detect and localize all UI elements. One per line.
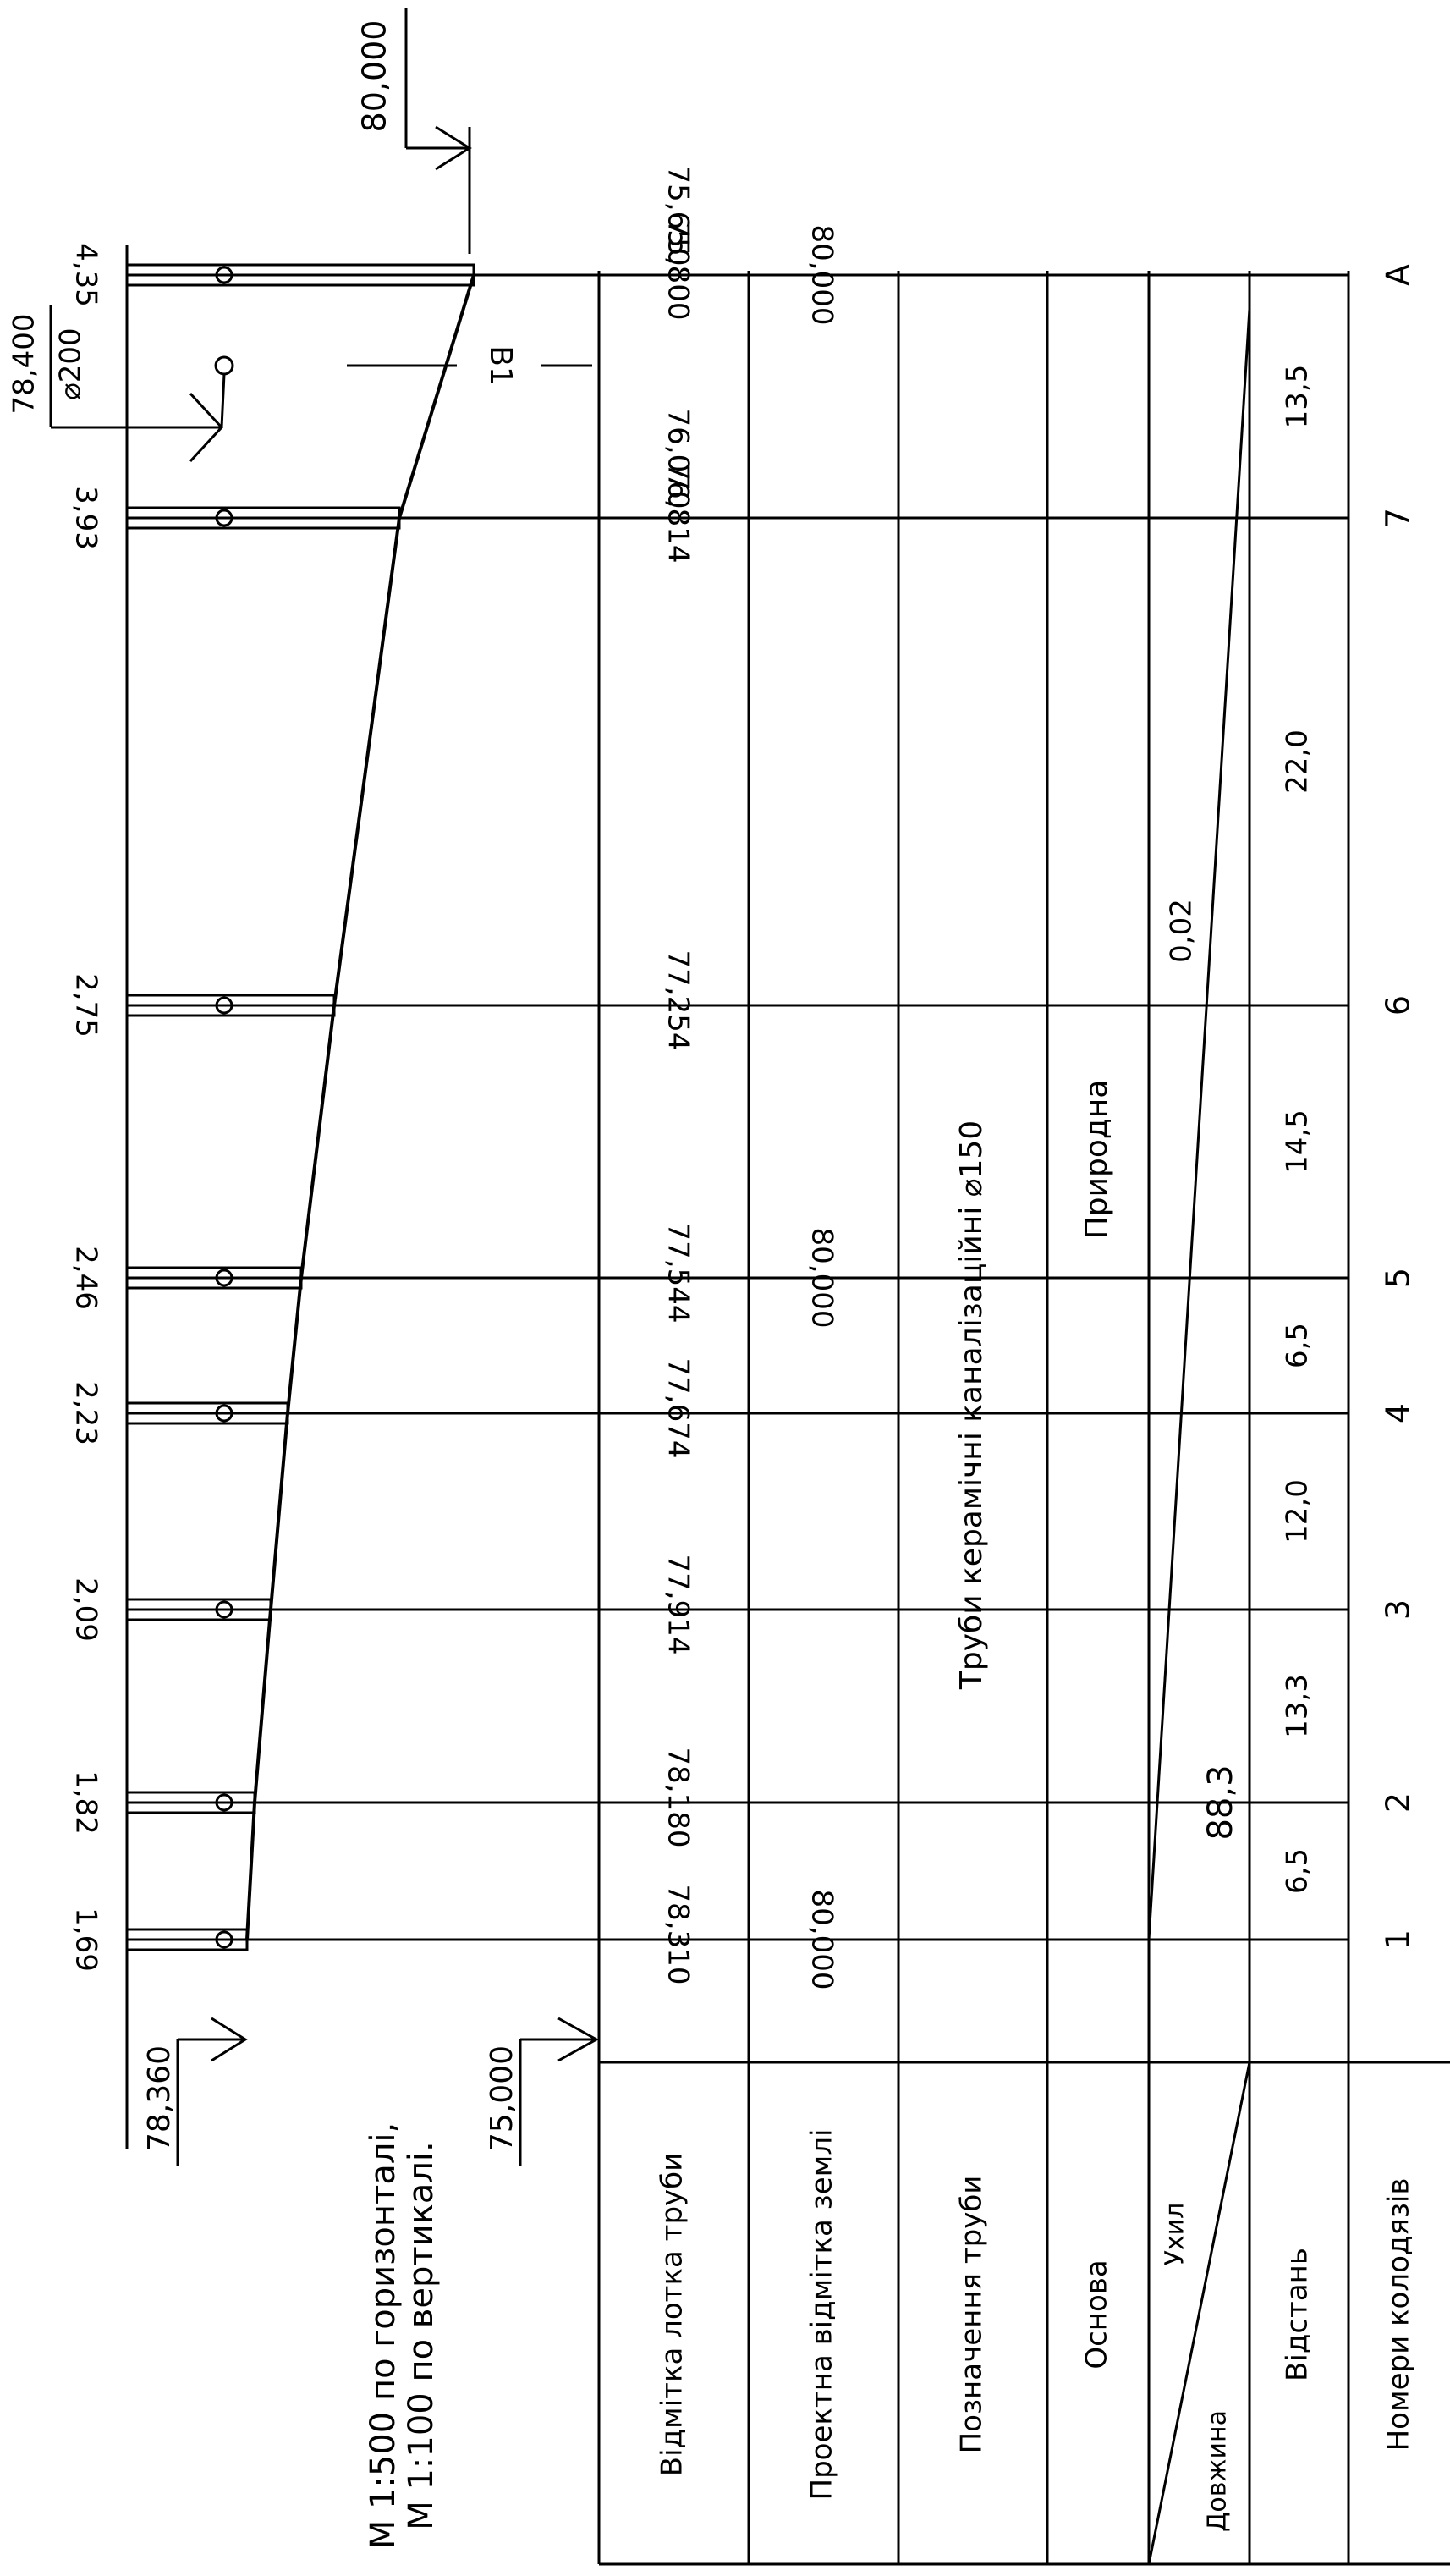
slope-length-header-diagonal — [1147, 2061, 1251, 2565]
depth-label-А: 4,35 — [69, 243, 103, 307]
row-header-invert: Відмітка лотка труби — [656, 2153, 689, 2476]
row-header-length: Довжина — [1203, 2410, 1233, 2532]
pipe-invert-segment-2 — [253, 1609, 272, 1803]
length-value-text: 88,3 — [1201, 1764, 1240, 1840]
manhole-marker-А — [215, 266, 233, 284]
manhole-3 — [125, 1598, 272, 1621]
invert-label-4: 77,674 — [662, 1358, 695, 1459]
row-header-distance: Відстань — [1281, 2248, 1315, 2381]
inlet-diameter-text: ⌀200 — [54, 328, 88, 399]
well-number-3: 3 — [1380, 1599, 1417, 1620]
manhole-marker-7 — [215, 509, 233, 527]
manhole-marker-6 — [215, 996, 233, 1015]
inlet-pointer — [220, 373, 226, 428]
manhole-1 — [125, 1928, 249, 1951]
well-number-2: 2 — [1380, 1792, 1417, 1813]
depth-label-1: 1,69 — [69, 1907, 103, 1972]
distance-label-3: 12,0 — [1281, 1479, 1315, 1544]
distance-label-2: 13,3 — [1281, 1674, 1315, 1738]
invert-label-3: 77,914 — [662, 1555, 695, 1655]
manhole-marker-1 — [215, 1930, 233, 1949]
well-number-4: 4 — [1380, 1403, 1417, 1423]
row-header-ground: Проектна відмітка землі — [805, 2129, 839, 2501]
invert-label-6: 77,254 — [662, 950, 695, 1051]
pipe-invert-segment-6 — [332, 517, 401, 1006]
bottom-datum-right-text: 75,000 — [485, 2045, 519, 2152]
well-number-7: 7 — [1380, 508, 1417, 528]
manhole-А — [125, 263, 475, 287]
invert-label-5: 77,544 — [662, 1223, 695, 1324]
manhole-5 — [125, 1266, 303, 1290]
scale-text-2: М 1:100 по вертикалі. — [402, 2141, 441, 2530]
pipe-invert-segment-4 — [286, 1277, 303, 1414]
well-number-6: 6 — [1380, 995, 1417, 1016]
invert-label-А: 75,800 — [662, 220, 695, 321]
row-header-slope: Ухил — [1161, 2203, 1190, 2266]
distance-label-7: 13,5 — [1281, 365, 1315, 429]
manhole-2 — [125, 1791, 256, 1814]
distance-label-6: 22,0 — [1281, 729, 1315, 794]
invert-label-1: 78,310 — [662, 1885, 695, 1985]
depth-label-5: 2,46 — [69, 1246, 103, 1310]
manhole-marker-3 — [215, 1600, 233, 1619]
scale-text-1: М 1:500 по горизонталі, — [364, 2122, 403, 2550]
well-number-А: А — [1380, 264, 1417, 286]
distance-label-1: 6,5 — [1281, 1848, 1315, 1894]
inlet-level-text: 78,400 — [8, 314, 41, 415]
pipe-invert-segment-3 — [269, 1412, 289, 1610]
slope-diagonal — [1147, 308, 1251, 1940]
inlet-circle — [214, 355, 234, 376]
depth-label-7: 3,93 — [69, 486, 103, 550]
ground-label-5: 80,000 — [805, 1228, 839, 1329]
bottom-datum-left-text: 78,360 — [142, 2045, 177, 2152]
well-number-1: 1 — [1380, 1929, 1417, 1950]
invert-upper-label-А: 75,650 — [662, 166, 695, 267]
ground-label-А: 80,000 — [805, 225, 839, 326]
invert-label-2: 78,180 — [662, 1748, 695, 1848]
invert-label-7: 76,814 — [662, 463, 695, 564]
depth-label-3: 2,09 — [69, 1577, 103, 1642]
depth-label-4: 2,23 — [69, 1381, 103, 1445]
row-header-base: Основа — [1080, 2260, 1114, 2369]
row-header-wells: Номери колодязів — [1382, 2178, 1416, 2452]
section-label-text: В1 — [483, 345, 518, 386]
pipe-designation-text: Труби керамічні каналізаційні ⌀150 — [954, 1120, 989, 1690]
manhole-7 — [125, 506, 401, 530]
pipe-invert-segment-7 — [398, 274, 475, 519]
base-text: Природна — [1079, 1080, 1114, 1240]
manhole-4 — [125, 1401, 289, 1425]
distance-label-4: 6,5 — [1281, 1323, 1315, 1368]
manhole-marker-2 — [215, 1793, 233, 1812]
manhole-6 — [125, 994, 336, 1017]
manhole-marker-5 — [215, 1269, 233, 1287]
invert-upper-label-7: 76,070 — [662, 409, 695, 509]
slope-value-text: 0,02 — [1165, 899, 1199, 963]
top-datum-text: 80,000 — [356, 20, 393, 133]
distance-label-5: 14,5 — [1281, 1109, 1315, 1174]
manhole-marker-4 — [215, 1404, 233, 1423]
pipe-invert-segment-5 — [299, 1005, 336, 1279]
depth-label-6: 2,75 — [69, 973, 103, 1038]
ground-label-1: 80,000 — [805, 1890, 839, 1990]
row-header-pipe: Позначення труби — [955, 2176, 989, 2454]
well-number-5: 5 — [1380, 1268, 1417, 1288]
depth-label-2: 1,82 — [69, 1770, 103, 1835]
pipe-invert-segment-1 — [245, 1802, 256, 1940]
